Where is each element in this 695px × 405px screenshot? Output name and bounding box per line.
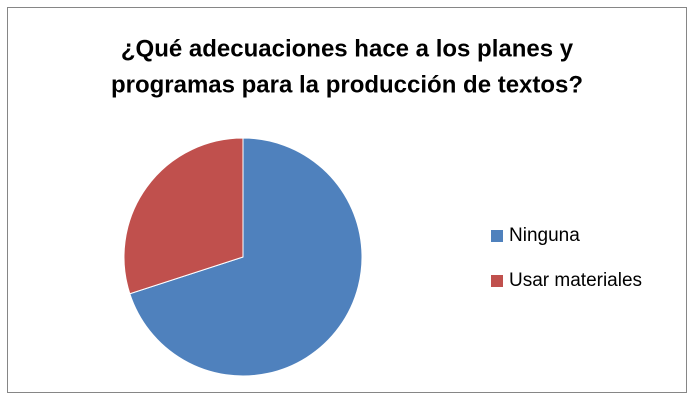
legend-label: Ninguna: [509, 225, 580, 246]
legend-label: Usar materiales: [509, 270, 642, 291]
pie-slice: [129, 137, 363, 377]
pie-slice: [123, 137, 244, 295]
chart-title: programas para la producción de textos?: [111, 71, 583, 98]
chart-title: ¿Qué adecuaciones hace a los planes y: [121, 35, 574, 62]
legend-swatch: [491, 275, 503, 287]
legend-swatch: [491, 230, 503, 242]
